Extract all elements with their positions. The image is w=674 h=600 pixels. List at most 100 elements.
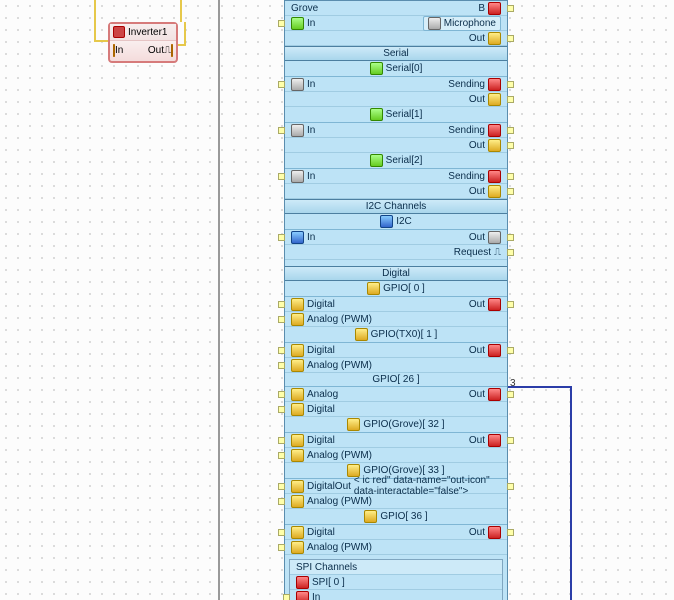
sending-icon — [488, 124, 501, 137]
analog-icon — [291, 495, 304, 508]
spi-section: SPI Channels SPI[ 0 ] In SPI[ 1 ] — [289, 559, 503, 600]
digital-icon — [291, 403, 304, 416]
digital-icon — [291, 480, 304, 493]
pin[interactable] — [278, 483, 285, 490]
in-icon — [291, 124, 304, 137]
pin[interactable] — [278, 406, 285, 413]
microphone-icon — [428, 17, 441, 30]
gpio26-r1: AnalogOut — [285, 387, 507, 402]
pin[interactable] — [278, 234, 285, 241]
grove-out: Out — [469, 33, 485, 44]
gpio-icon — [367, 282, 380, 295]
gpio-icon — [355, 328, 368, 341]
spi0-in: In — [290, 590, 502, 600]
schematic-canvas[interactable]: { "wires": { "yellow": {"color":"#e6c84a… — [0, 0, 674, 600]
gpio36-r1: DigitalOut — [285, 525, 507, 540]
pin[interactable] — [278, 452, 285, 459]
out-icon — [488, 434, 501, 447]
pin[interactable] — [278, 529, 285, 536]
hardware-block[interactable]: Grove B In Microphone Out Serial Serial[… — [284, 0, 508, 600]
in-icon — [291, 170, 304, 183]
gpio0-title: GPIO[ 0 ] — [285, 281, 507, 297]
gpio32-title: GPIO(Grove)[ 32 ] — [285, 417, 507, 433]
gpio36-title: GPIO[ 36 ] — [285, 509, 507, 525]
pin[interactable] — [507, 81, 514, 88]
pin[interactable] — [507, 529, 514, 536]
gpio0-r2: Analog (PWM) — [285, 312, 507, 327]
gpio33-r1: DigitalOut< ic red" data-name="out-icon"… — [285, 479, 507, 494]
pin[interactable] — [507, 127, 514, 134]
analog-icon — [291, 388, 304, 401]
i2c-in-icon — [291, 231, 304, 244]
wire-label-3: 3 — [510, 378, 516, 389]
pin[interactable] — [278, 362, 285, 369]
digital-icon — [291, 344, 304, 357]
spi-header: SPI Channels — [290, 560, 502, 575]
pin[interactable] — [507, 301, 514, 308]
out-icon — [488, 93, 501, 106]
pin[interactable] — [507, 234, 514, 241]
sending-icon — [488, 78, 501, 91]
pin[interactable] — [278, 301, 285, 308]
grove-b: B — [478, 3, 485, 14]
pin[interactable] — [507, 483, 514, 490]
pin[interactable] — [507, 437, 514, 444]
pin[interactable] — [507, 5, 514, 12]
pin[interactable] — [507, 35, 514, 42]
gpio26-title: GPIO[ 26 ] — [285, 373, 507, 387]
wire-yellow-v1 — [94, 0, 96, 42]
serial2-in: InSending — [285, 169, 507, 184]
inverter-in-label: In — [115, 45, 123, 56]
gpio0-r1: DigitalOut — [285, 297, 507, 312]
analog-icon — [291, 449, 304, 462]
out-icon — [488, 32, 501, 45]
serial-header: Serial — [285, 46, 507, 61]
pulse-icon: ⎍ — [164, 45, 171, 56]
inverter-title: Inverter1 — [128, 27, 167, 38]
pin[interactable] — [278, 391, 285, 398]
pin[interactable] — [507, 347, 514, 354]
pin[interactable] — [278, 81, 285, 88]
serial-icon — [370, 62, 383, 75]
pin[interactable] — [278, 347, 285, 354]
spacer — [285, 260, 507, 266]
serial0-in: InSending — [285, 77, 507, 92]
inverter-header[interactable]: Inverter1 — [110, 24, 176, 41]
pin[interactable] — [507, 173, 514, 180]
i2c-req: Request⎍ — [285, 245, 507, 260]
pin[interactable] — [278, 498, 285, 505]
b-icon — [488, 2, 501, 15]
pin[interactable] — [507, 142, 514, 149]
digital-icon — [291, 526, 304, 539]
grove-out-row: Out — [285, 31, 507, 46]
out-icon — [488, 298, 501, 311]
inverter-block[interactable]: Inverter1 In Out⎍ — [108, 22, 178, 63]
inverter-out-port[interactable] — [171, 44, 173, 57]
serial0-title: Serial[0] — [285, 61, 507, 77]
grove-mic: Microphone — [444, 18, 496, 29]
pin[interactable] — [278, 173, 285, 180]
pin[interactable] — [278, 316, 285, 323]
wire-yellow-h1 — [94, 40, 108, 42]
digital-icon — [291, 298, 304, 311]
in-icon — [291, 17, 304, 30]
pin[interactable] — [283, 594, 290, 600]
gpio1-r2: Analog (PWM) — [285, 358, 507, 373]
pin[interactable] — [278, 437, 285, 444]
serial2-title: Serial[2] — [285, 153, 507, 169]
serial1-title: Serial[1] — [285, 107, 507, 123]
i2c-in: InOut — [285, 230, 507, 245]
pin[interactable] — [278, 544, 285, 551]
gpio33-r2: Analog (PWM) — [285, 494, 507, 509]
pin[interactable] — [507, 96, 514, 103]
pin[interactable] — [278, 20, 285, 27]
wire-yellow-v3 — [184, 22, 186, 46]
grove-label: Grove — [291, 3, 318, 14]
pin[interactable] — [278, 127, 285, 134]
pin[interactable] — [507, 391, 514, 398]
serial-icon — [370, 108, 383, 121]
pin[interactable] — [507, 249, 514, 256]
pin[interactable] — [507, 188, 514, 195]
out-icon — [488, 388, 501, 401]
analog-icon — [291, 313, 304, 326]
